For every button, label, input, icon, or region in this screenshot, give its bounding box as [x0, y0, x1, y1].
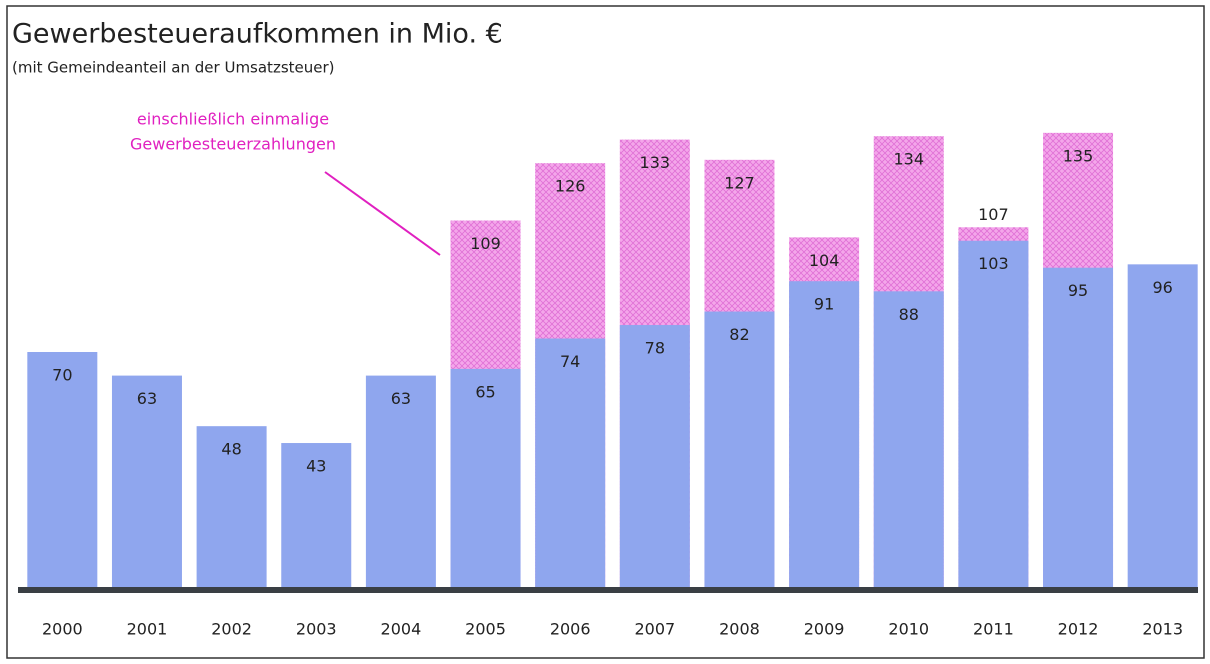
annotation: Gewerbesteuerzahlungen: [130, 135, 336, 154]
chart-subtitle: (mit Gemeindeanteil an der Umsatzsteuer): [12, 59, 335, 77]
data-label: 103: [978, 254, 1009, 273]
data-label: 133: [640, 153, 671, 172]
x-tick-label: 2012: [1058, 620, 1099, 639]
x-tick-label: 2007: [634, 620, 675, 639]
bar: [704, 311, 775, 588]
x-tick-label: 2005: [465, 620, 506, 639]
x-tick-label: 2000: [42, 620, 83, 639]
data-label: 127: [724, 173, 755, 192]
x-tick-label: 2001: [127, 620, 168, 639]
x-tick-label: 2011: [973, 620, 1014, 639]
x-tick-label: 2003: [296, 620, 337, 639]
data-label: 78: [645, 339, 665, 358]
frame: [6, 5, 1205, 659]
bar: [789, 281, 860, 588]
data-label: 135: [1063, 146, 1094, 165]
bar: [27, 352, 98, 588]
data-label: 65: [475, 382, 495, 401]
data-label: 74: [560, 352, 580, 371]
bar: [535, 338, 606, 588]
annotation-line: [324, 171, 441, 256]
annotation: einschließlich einmalige: [137, 110, 329, 129]
data-label: 43: [306, 457, 326, 476]
bar: [111, 375, 182, 588]
data-label: 134: [893, 150, 924, 169]
bar: [450, 368, 521, 588]
bar: [1127, 264, 1198, 588]
bar: [281, 443, 352, 588]
bar: [619, 325, 690, 588]
data-label: 109: [470, 234, 501, 253]
x-tick-label: 2004: [381, 620, 422, 639]
bar: [873, 291, 944, 588]
x-tick-label: 2008: [719, 620, 760, 639]
data-label: 96: [1152, 278, 1172, 297]
x-tick-label: 2010: [888, 620, 929, 639]
data-label: 104: [809, 251, 840, 270]
bar: [196, 426, 267, 588]
bar: [958, 240, 1029, 588]
data-label: 82: [729, 325, 749, 344]
data-label: 63: [137, 389, 157, 408]
x-tick-label: 2006: [550, 620, 591, 639]
data-label: 95: [1068, 281, 1088, 300]
chart-title: Gewerbesteueraufkommen in Mio. €: [12, 19, 503, 50]
data-label: 126: [555, 177, 586, 196]
x-tick-label: 2002: [211, 620, 252, 639]
data-label: 63: [391, 389, 411, 408]
data-label: 88: [899, 305, 919, 324]
data-label: 91: [814, 295, 834, 314]
data-label: 107: [978, 205, 1009, 224]
x-tick-label: 2013: [1142, 620, 1183, 639]
x-axis: [18, 587, 1198, 593]
bar: [1043, 267, 1114, 588]
bar: [365, 375, 436, 588]
data-label: 70: [52, 366, 72, 385]
data-label: 48: [221, 440, 241, 459]
x-tick-label: 2009: [804, 620, 845, 639]
